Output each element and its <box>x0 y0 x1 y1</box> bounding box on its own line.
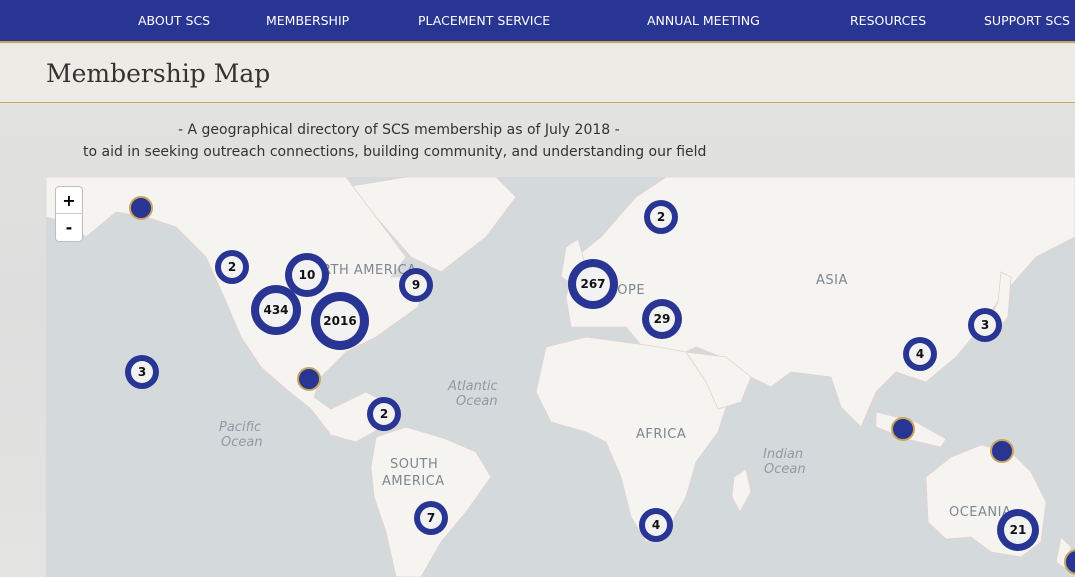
member-marker-mexico[interactable] <box>297 367 321 391</box>
land-africa <box>535 336 732 543</box>
cluster-marker-pacific-northwest[interactable]: 2 <box>215 250 249 284</box>
label-pacific-2: Ocean <box>221 435 263 450</box>
cluster-marker-central-america[interactable]: 2 <box>367 397 401 431</box>
member-marker-indonesia[interactable] <box>891 417 915 441</box>
land-madagascar <box>731 468 752 513</box>
cluster-marker-hawaii[interactable]: 3 <box>125 355 159 389</box>
cluster-marker-australia[interactable]: 21 <box>997 509 1039 551</box>
member-marker-papua[interactable] <box>990 439 1014 463</box>
label-asia: ASIA <box>816 273 848 288</box>
world-basemap <box>46 177 1075 577</box>
cluster-marker-southeast-europe[interactable]: 29 <box>642 299 682 339</box>
zoom-in-button[interactable]: + <box>56 187 82 214</box>
nav-resources[interactable]: RESOURCES <box>850 13 927 28</box>
cluster-marker-scandinavia[interactable]: 2 <box>644 200 678 234</box>
label-indian-1: Indian <box>763 447 804 462</box>
membership-map[interactable]: + - NORTH AMERICA SOUTH AMERICA EUROPE A… <box>46 177 1075 577</box>
cluster-marker-atlantic-canada[interactable]: 9 <box>399 268 433 302</box>
subtitle-line-2: to aid in seeking outreach connections, … <box>83 144 707 160</box>
land-north-america <box>46 177 427 443</box>
cluster-marker-western-europe[interactable]: 267 <box>568 259 618 309</box>
cluster-marker-southern-africa[interactable]: 4 <box>639 508 673 542</box>
zoom-control: + - <box>55 186 83 242</box>
label-north-america: NORTH AMERICA <box>301 263 417 278</box>
title-bar: Membership Map <box>0 45 1075 103</box>
label-atlantic-2: Ocean <box>456 394 498 409</box>
nav-support-scs[interactable]: SUPPORT SCS <box>984 13 1070 28</box>
label-america: AMERICA <box>382 474 445 489</box>
cluster-marker-east-asia[interactable]: 4 <box>903 337 937 371</box>
label-south: SOUTH <box>390 457 439 472</box>
label-pacific-1: Pacific <box>219 420 262 435</box>
cluster-marker-eastern-us[interactable]: 2016 <box>311 292 369 350</box>
nav-membership[interactable]: MEMBERSHIP <box>266 13 350 28</box>
label-oceania: OCEANIA <box>949 505 1012 520</box>
label-atlantic-1: Atlantic <box>448 379 498 394</box>
land-arabia <box>685 351 752 410</box>
cluster-marker-western-us[interactable]: 434 <box>251 285 301 335</box>
cluster-marker-japan[interactable]: 3 <box>968 308 1002 342</box>
label-indian-2: Ocean <box>764 462 806 477</box>
cluster-marker-southern-south-america[interactable]: 7 <box>414 501 448 535</box>
page-title: Membership Map <box>46 59 271 88</box>
nav-about-scs[interactable]: ABOUT SCS <box>138 13 211 28</box>
top-navigation: ABOUT SCS MEMBERSHIP PLACEMENT SERVICE A… <box>0 0 1075 43</box>
nav-annual-meeting[interactable]: ANNUAL MEETING <box>647 13 760 28</box>
land-greenland <box>345 177 517 273</box>
member-marker-alaska[interactable] <box>129 196 153 220</box>
nav-placement-service[interactable]: PLACEMENT SERVICE <box>418 13 551 28</box>
cluster-marker-midwest-canada[interactable]: 10 <box>285 253 329 297</box>
zoom-out-button[interactable]: - <box>65 218 73 237</box>
subtitle-line-1: - A geographical directory of SCS member… <box>178 122 620 138</box>
label-africa: AFRICA <box>636 427 687 442</box>
